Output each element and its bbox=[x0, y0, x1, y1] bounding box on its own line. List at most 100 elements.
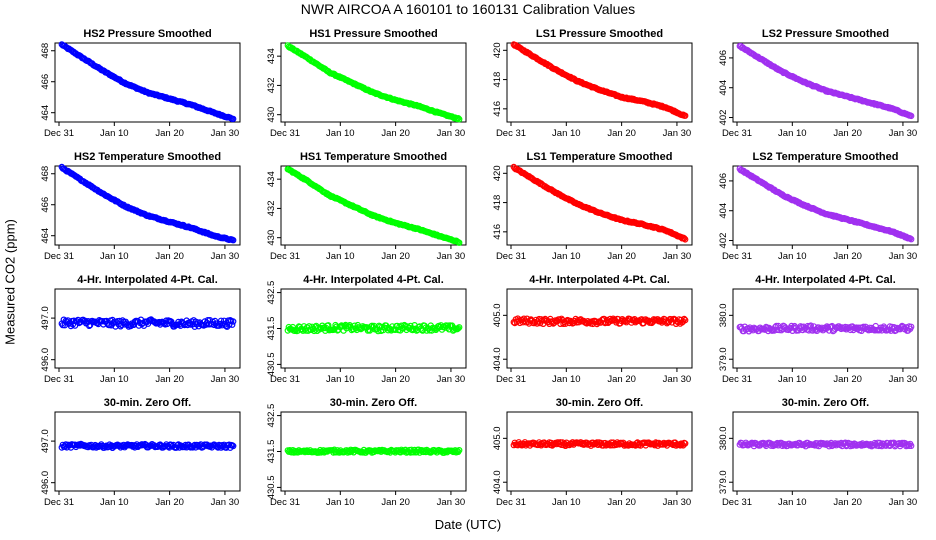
data-points bbox=[58, 316, 237, 330]
y-tick-label: 418 bbox=[492, 72, 503, 88]
x-tick-label: Jan 10 bbox=[100, 497, 129, 508]
data-point bbox=[681, 315, 688, 323]
x-tick-label: Jan 10 bbox=[100, 374, 129, 385]
x-tick-label: Dec 31 bbox=[44, 128, 74, 139]
y-tick-label: 497.0 bbox=[40, 306, 51, 330]
data-point bbox=[229, 236, 237, 244]
x-tick-label: Jan 10 bbox=[778, 251, 807, 262]
y-tick-label: 434 bbox=[266, 48, 277, 64]
x-tick-label: Jan 30 bbox=[211, 497, 240, 508]
panel-3-2: 4-Hr. Interpolated 4-Pt. Cal. Dec 31 Jan 1… bbox=[266, 274, 467, 385]
x-tick-label: Jan 30 bbox=[663, 374, 692, 385]
y-tick-label: 432 bbox=[266, 200, 277, 216]
plot-frame bbox=[732, 288, 919, 369]
data-point bbox=[682, 316, 689, 324]
x-tick-label: Dec 31 bbox=[270, 374, 300, 385]
y-tick-label: 379.0 bbox=[718, 470, 729, 494]
plot-frame bbox=[506, 288, 693, 369]
x-tick-label: Jan 20 bbox=[381, 497, 410, 508]
data-points bbox=[284, 165, 463, 246]
panel-title: LS1 Pressure Smoothed bbox=[536, 28, 663, 40]
y-tick-label: 432.5 bbox=[266, 281, 277, 305]
data-point bbox=[229, 318, 237, 325]
x-tick-label: Jan 30 bbox=[889, 497, 918, 508]
data-point bbox=[908, 323, 915, 330]
x-tick-label: Jan 20 bbox=[607, 251, 636, 262]
data-points bbox=[736, 165, 915, 243]
y-tick-label: 468 bbox=[40, 166, 51, 182]
y-tick-label: 402 bbox=[718, 110, 729, 126]
plot-frame bbox=[506, 411, 693, 492]
x-tick-label: Jan 30 bbox=[889, 374, 918, 385]
data-point bbox=[682, 112, 689, 119]
y-tick-label: 464 bbox=[40, 105, 51, 121]
x-tick-label: Jan 10 bbox=[326, 374, 355, 385]
plot-frame bbox=[54, 411, 241, 492]
y-tick-label: 434 bbox=[266, 171, 277, 187]
y-tick-label: 432 bbox=[266, 77, 277, 93]
figure-title: NWR AIRCOA A 160101 to 160131 Calibratio… bbox=[300, 1, 636, 17]
plot-frame bbox=[280, 42, 467, 123]
x-tick-label: Dec 31 bbox=[722, 497, 752, 508]
panel-title: 30-min. Zero Off. bbox=[782, 397, 869, 409]
x-tick-label: Jan 10 bbox=[778, 128, 807, 139]
data-points bbox=[58, 163, 237, 244]
y-tick-label: 404.0 bbox=[492, 347, 503, 371]
x-tick-label: Jan 10 bbox=[100, 251, 129, 262]
y-tick-label: 416 bbox=[492, 101, 503, 117]
plot-frame bbox=[732, 165, 919, 246]
plot-frame bbox=[54, 42, 241, 123]
y-tick-label: 380.0 bbox=[718, 303, 729, 327]
x-tick-label: Jan 20 bbox=[607, 128, 636, 139]
x-tick-label: Jan 10 bbox=[552, 374, 581, 385]
y-tick-label: 380.0 bbox=[718, 426, 729, 450]
x-tick-label: Dec 31 bbox=[496, 374, 526, 385]
panel-title: HS2 Temperature Smoothed bbox=[74, 151, 221, 163]
plot-frame bbox=[732, 411, 919, 492]
panel-4-2: 30-min. Zero Off. Dec 31 Jan 10 Jan 20 Jan 3… bbox=[266, 397, 467, 508]
data-point bbox=[455, 325, 462, 332]
data-point bbox=[456, 324, 463, 331]
panel-title: HS2 Pressure Smoothed bbox=[83, 28, 211, 40]
plot-frame bbox=[506, 165, 693, 246]
panel-title: HS1 Pressure Smoothed bbox=[309, 28, 437, 40]
x-tick-label: Dec 31 bbox=[722, 128, 752, 139]
panel-4-4: 30-min. Zero Off. Dec 31 Jan 10 Jan 20 Jan 3… bbox=[718, 397, 919, 508]
data-points bbox=[736, 322, 915, 335]
panel-2-1: HS2 Temperature Smoothed Dec 31 Jan 10 Jan … bbox=[40, 151, 241, 262]
x-tick-label: Jan 30 bbox=[663, 251, 692, 262]
x-tick-label: Dec 31 bbox=[270, 251, 300, 262]
x-tick-label: Jan 30 bbox=[663, 497, 692, 508]
data-point bbox=[99, 318, 106, 325]
data-point bbox=[228, 321, 236, 328]
data-points bbox=[58, 440, 237, 451]
y-tick-label: 464 bbox=[40, 228, 51, 244]
x-tick-label: Jan 20 bbox=[381, 251, 410, 262]
y-tick-label: 404 bbox=[718, 80, 729, 96]
y-tick-label: 430.5 bbox=[266, 476, 277, 500]
panel-1-3: LS1 Pressure Smoothed Dec 31 Jan 10 Jan 20 J… bbox=[492, 28, 693, 139]
y-tick-label: 402 bbox=[718, 233, 729, 249]
data-point bbox=[907, 235, 914, 242]
data-point bbox=[229, 442, 237, 450]
x-tick-label: Jan 30 bbox=[437, 128, 466, 139]
y-tick-label: 420 bbox=[492, 42, 503, 58]
x-tick-label: Jan 10 bbox=[552, 251, 581, 262]
x-tick-label: Jan 20 bbox=[833, 251, 862, 262]
x-tick-label: Jan 20 bbox=[155, 128, 184, 139]
y-tick-label: 431.5 bbox=[266, 440, 277, 464]
panel-2-4: LS2 Temperature Smoothed Dec 31 Jan 10 Jan … bbox=[718, 151, 919, 262]
x-tick-label: Dec 31 bbox=[722, 251, 752, 262]
data-point bbox=[446, 322, 454, 329]
data-point bbox=[908, 112, 915, 120]
x-tick-label: Dec 31 bbox=[44, 251, 74, 262]
y-tick-label: 497.0 bbox=[40, 429, 51, 453]
x-tick-label: Jan 10 bbox=[552, 128, 581, 139]
x-tick-label: Dec 31 bbox=[496, 128, 526, 139]
x-tick-label: Jan 30 bbox=[437, 497, 466, 508]
y-tick-label: 405.0 bbox=[492, 303, 503, 327]
data-points bbox=[510, 439, 689, 449]
data-points bbox=[284, 321, 463, 335]
data-points bbox=[510, 315, 689, 328]
panel-1-2: HS1 Pressure Smoothed Dec 31 Jan 10 Jan 20 J… bbox=[266, 28, 467, 139]
